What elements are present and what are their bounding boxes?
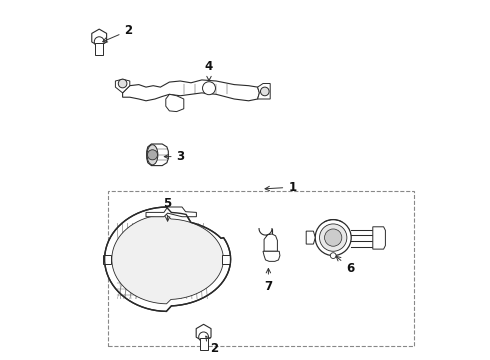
Polygon shape bbox=[92, 29, 107, 46]
Polygon shape bbox=[306, 231, 315, 244]
Polygon shape bbox=[263, 251, 280, 261]
Circle shape bbox=[202, 82, 216, 95]
Polygon shape bbox=[166, 94, 184, 112]
Polygon shape bbox=[264, 234, 277, 251]
Text: 6: 6 bbox=[336, 256, 354, 275]
Text: 2: 2 bbox=[103, 24, 132, 42]
Circle shape bbox=[324, 229, 342, 246]
Text: 3: 3 bbox=[164, 150, 185, 163]
Circle shape bbox=[199, 332, 209, 342]
Polygon shape bbox=[105, 207, 231, 311]
Bar bbox=[103, 255, 111, 264]
Circle shape bbox=[315, 220, 351, 256]
Bar bbox=[95, 43, 103, 55]
Circle shape bbox=[330, 253, 336, 258]
Polygon shape bbox=[196, 324, 211, 341]
Circle shape bbox=[147, 150, 157, 160]
Bar bbox=[221, 255, 229, 264]
Polygon shape bbox=[147, 144, 169, 166]
Polygon shape bbox=[258, 84, 270, 99]
Text: 1: 1 bbox=[265, 181, 296, 194]
Circle shape bbox=[118, 79, 127, 88]
Polygon shape bbox=[373, 227, 386, 249]
Ellipse shape bbox=[147, 145, 158, 165]
Text: 2: 2 bbox=[206, 336, 219, 355]
Text: 5: 5 bbox=[164, 197, 171, 221]
Bar bbox=[108, 191, 414, 346]
Text: 7: 7 bbox=[264, 269, 272, 293]
Polygon shape bbox=[122, 80, 259, 101]
Circle shape bbox=[319, 224, 347, 251]
Circle shape bbox=[261, 87, 269, 96]
Text: 4: 4 bbox=[205, 60, 213, 81]
Circle shape bbox=[94, 37, 104, 46]
Bar bbox=[199, 338, 208, 350]
Polygon shape bbox=[116, 79, 130, 93]
Polygon shape bbox=[146, 207, 196, 217]
Polygon shape bbox=[112, 215, 223, 304]
